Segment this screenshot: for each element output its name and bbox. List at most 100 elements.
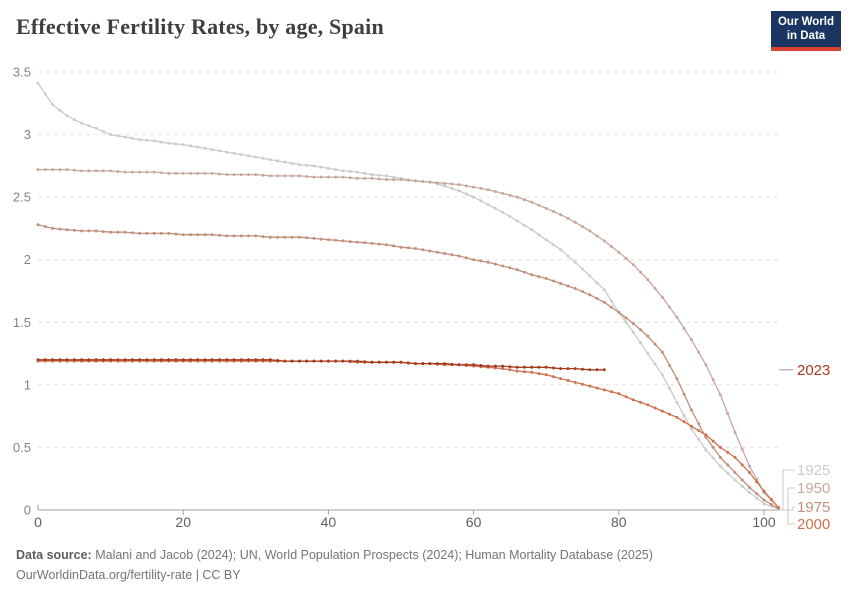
data-point bbox=[123, 170, 127, 174]
data-point bbox=[181, 143, 185, 147]
data-point bbox=[486, 364, 490, 368]
data-point bbox=[276, 174, 280, 178]
data-point bbox=[109, 133, 113, 137]
data-point bbox=[297, 174, 301, 178]
data-point bbox=[450, 186, 454, 190]
data-point bbox=[428, 249, 432, 253]
data-point bbox=[254, 234, 258, 238]
data-point bbox=[479, 186, 483, 190]
data-point bbox=[36, 358, 40, 362]
data-point bbox=[682, 327, 686, 330]
data-point bbox=[363, 176, 367, 180]
data-point bbox=[566, 379, 570, 382]
data-point bbox=[138, 358, 142, 362]
data-point bbox=[203, 171, 207, 175]
data-point bbox=[43, 92, 47, 96]
x-tick-label: 100 bbox=[752, 514, 776, 530]
legend-label-1975[interactable]: 1975 bbox=[797, 499, 830, 516]
owid-logo[interactable]: Our World in Data bbox=[771, 11, 841, 51]
data-point bbox=[668, 305, 672, 309]
data-point bbox=[348, 170, 352, 173]
data-point bbox=[377, 360, 381, 364]
data-point bbox=[341, 175, 345, 179]
data-point bbox=[51, 103, 54, 106]
data-point bbox=[689, 424, 693, 428]
data-point bbox=[152, 231, 156, 235]
series-line-1975[interactable] bbox=[37, 224, 779, 510]
data-point bbox=[326, 175, 330, 179]
data-point bbox=[181, 233, 185, 237]
data-point bbox=[718, 445, 722, 449]
data-point bbox=[312, 236, 316, 240]
data-point bbox=[334, 238, 338, 242]
data-point bbox=[247, 154, 250, 158]
data-point bbox=[675, 415, 679, 419]
data-point bbox=[189, 358, 192, 362]
data-point bbox=[631, 322, 635, 325]
legend-label-1950[interactable]: 1950 bbox=[797, 480, 830, 497]
data-point bbox=[689, 338, 693, 342]
data-point bbox=[218, 172, 221, 176]
data-point bbox=[101, 129, 105, 133]
data-point bbox=[624, 257, 628, 260]
data-point bbox=[377, 242, 381, 246]
data-point bbox=[152, 358, 156, 362]
data-point bbox=[515, 268, 519, 272]
data-point bbox=[276, 235, 280, 239]
data-point bbox=[261, 156, 265, 160]
data-point bbox=[43, 225, 47, 229]
data-point bbox=[174, 358, 178, 362]
data-point bbox=[588, 384, 592, 388]
data-point bbox=[189, 171, 192, 175]
data-point bbox=[479, 259, 483, 263]
data-point bbox=[464, 256, 468, 260]
data-point bbox=[319, 165, 323, 169]
series-markers-2023 bbox=[36, 358, 606, 372]
data-point bbox=[174, 232, 178, 236]
data-point bbox=[501, 367, 505, 371]
data-point bbox=[94, 358, 98, 362]
data-point bbox=[740, 478, 744, 482]
data-point bbox=[573, 367, 577, 371]
data-point bbox=[305, 236, 309, 240]
data-point bbox=[159, 231, 163, 235]
legend-label-2023[interactable]: 2023 bbox=[797, 362, 830, 379]
data-point bbox=[443, 184, 447, 188]
data-point bbox=[370, 241, 374, 245]
data-point bbox=[552, 375, 555, 379]
data-point bbox=[239, 173, 243, 177]
data-point bbox=[573, 380, 577, 384]
data-point bbox=[80, 358, 84, 362]
series-line-1950[interactable] bbox=[38, 168, 779, 508]
data-point bbox=[355, 170, 359, 174]
series-line-1925[interactable] bbox=[37, 82, 779, 510]
data-point bbox=[334, 359, 338, 363]
data-point bbox=[72, 168, 76, 172]
data-point bbox=[443, 252, 447, 255]
data-point bbox=[210, 233, 214, 237]
data-point bbox=[544, 238, 548, 242]
data-point bbox=[718, 455, 722, 459]
data-point bbox=[319, 175, 323, 179]
data-point bbox=[639, 328, 643, 332]
data-point bbox=[94, 169, 98, 173]
data-point bbox=[326, 238, 330, 242]
data-point bbox=[232, 358, 236, 362]
legend-label-1925[interactable]: 1925 bbox=[797, 462, 830, 479]
data-point bbox=[341, 239, 345, 243]
data-point bbox=[355, 176, 359, 180]
data-point bbox=[210, 358, 214, 362]
data-point bbox=[65, 114, 69, 118]
data-point bbox=[65, 168, 69, 172]
data-point bbox=[247, 358, 250, 362]
legend-connector-1925 bbox=[778, 469, 795, 511]
data-point bbox=[595, 281, 599, 285]
data-point bbox=[704, 448, 708, 452]
data-point bbox=[588, 274, 592, 278]
data-point bbox=[522, 365, 526, 369]
data-point bbox=[682, 392, 686, 396]
data-point bbox=[101, 169, 105, 173]
legend-label-2000[interactable]: 2000 bbox=[797, 516, 830, 533]
data-point bbox=[348, 359, 352, 363]
license-line[interactable]: OurWorldinData.org/fertility-rate | CC B… bbox=[16, 567, 241, 582]
